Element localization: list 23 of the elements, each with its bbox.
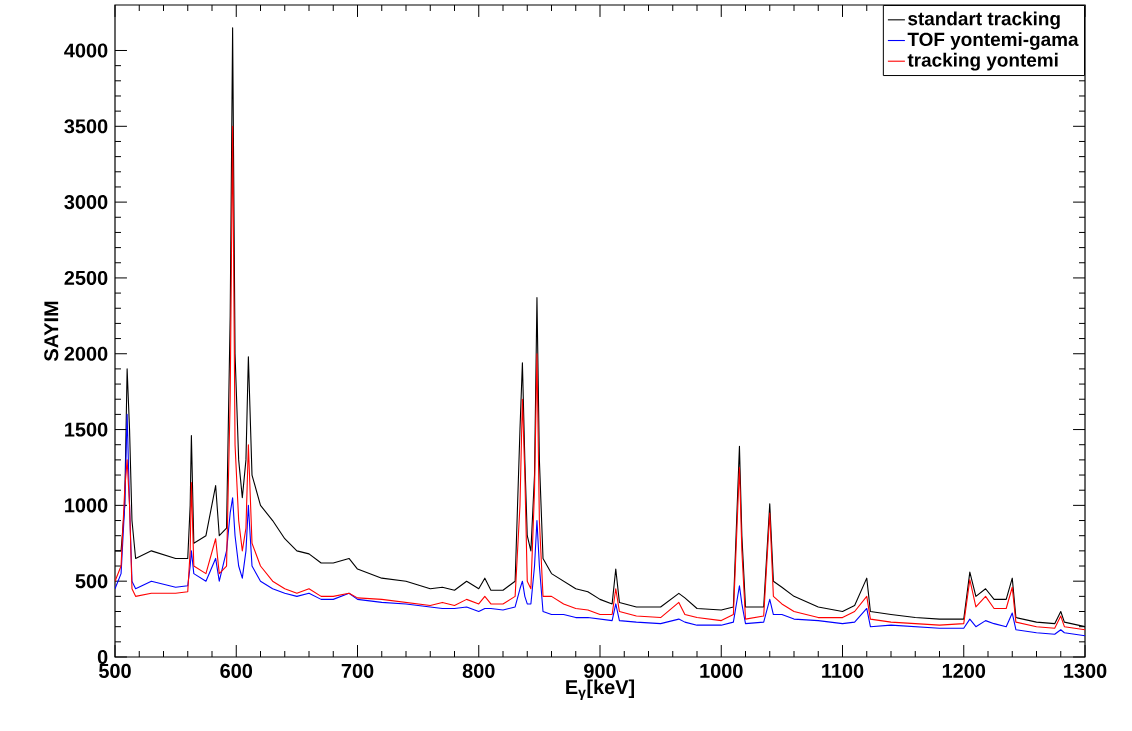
y-tick-label: 1000 bbox=[65, 498, 108, 513]
y-tick-label: 0 bbox=[97, 649, 108, 665]
legend-label: standart tracking bbox=[908, 11, 1060, 30]
x-axis-title: E$_{γ}$[keV] bbox=[566, 679, 635, 700]
x-tick-label: 700 bbox=[341, 663, 374, 678]
y-tick-label: 4000 bbox=[64, 43, 108, 58]
y-tick-label: 2000 bbox=[64, 346, 108, 361]
x-tick-label: 1000 bbox=[700, 663, 743, 678]
legend-label: tracking yontemi bbox=[907, 52, 1058, 71]
y-tick-label: 2500 bbox=[64, 270, 108, 285]
x-tick-label: 500 bbox=[98, 663, 131, 678]
x-tick-label: 600 bbox=[220, 663, 253, 678]
x-tick-label: 1200 bbox=[942, 663, 986, 678]
y-tick-label: 1500 bbox=[65, 422, 108, 437]
y-axis-title: SAYIM bbox=[44, 301, 59, 362]
y-tick-label: 3500 bbox=[64, 119, 108, 134]
x-tick-label: 1300 bbox=[1064, 663, 1107, 678]
x-tick-label: 800 bbox=[462, 663, 495, 678]
y-tick-label: 500 bbox=[75, 574, 108, 589]
legend-label: TOF yontemi-gama bbox=[907, 32, 1079, 50]
x-tick-label: 900 bbox=[584, 663, 616, 678]
x-tick-label: 1100 bbox=[822, 663, 864, 678]
y-tick-label: 3000 bbox=[64, 195, 108, 210]
